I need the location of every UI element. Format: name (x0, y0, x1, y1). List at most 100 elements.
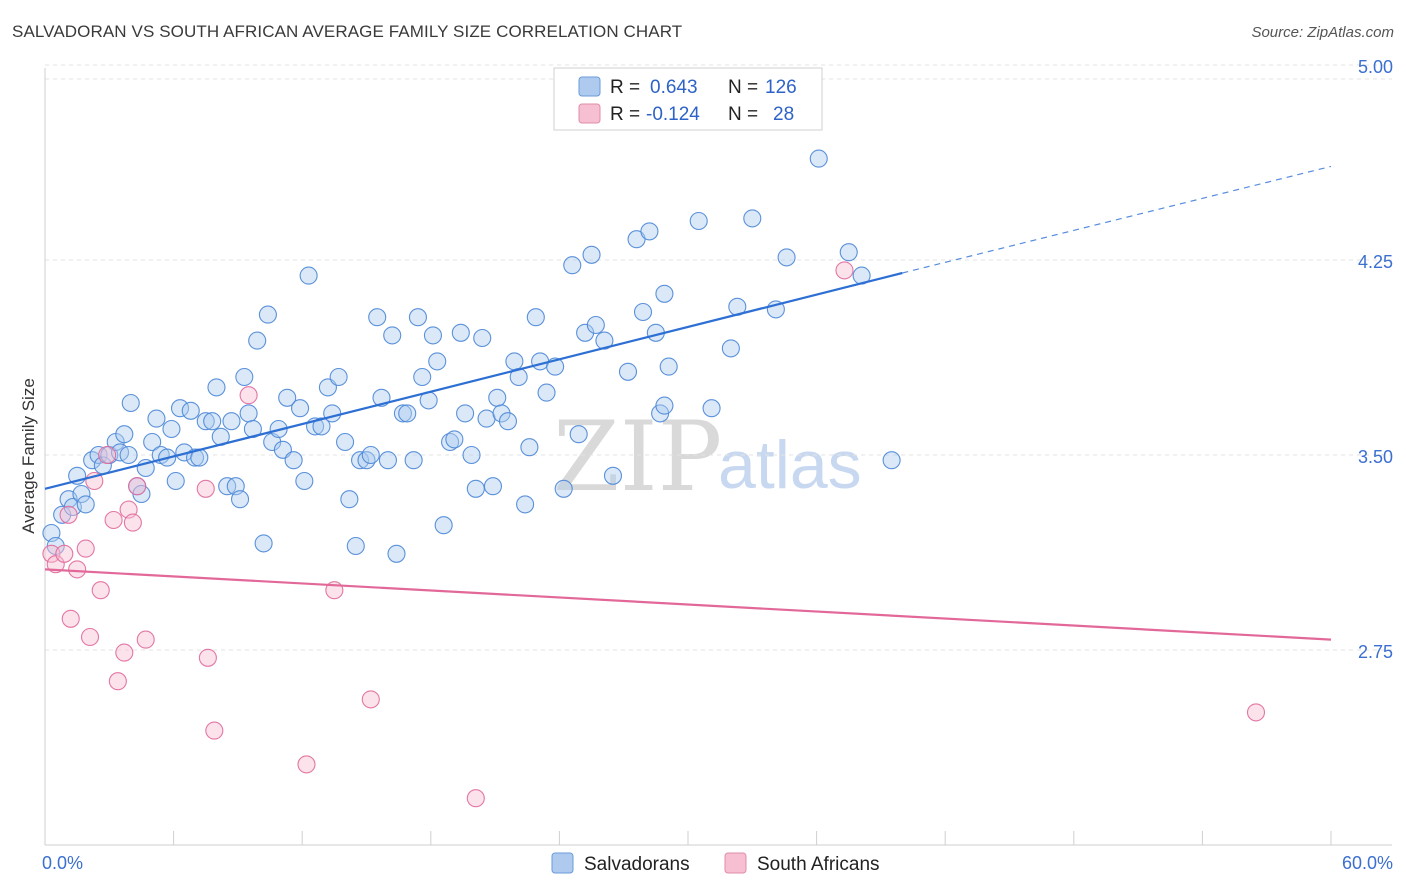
salvadoran-point (72, 484, 91, 504)
legend-stats: R = 0.643 N = 126 R = -0.124 N = 28 (553, 67, 823, 131)
south-african-point (80, 627, 100, 647)
legend-item-south-africans-swatch (724, 852, 747, 874)
salvadoran-point (488, 388, 507, 407)
salvadoran-point (166, 471, 185, 491)
south-african-point (1246, 703, 1266, 722)
salvadoran-point (777, 248, 796, 267)
salvadoran-point (239, 404, 258, 423)
salvadoran-point (516, 495, 535, 514)
series-salvadorans (42, 149, 901, 563)
chart-title: SALVADORAN VS SOUTH AFRICAN AVERAGE FAMI… (12, 22, 683, 41)
south-african-point (466, 789, 485, 808)
x-tick-label-min: 0.0% (42, 853, 83, 873)
salvadoran-point (882, 451, 901, 470)
salvadoran-point (398, 404, 417, 423)
legend-swatch-blue (578, 76, 601, 97)
salvadoran-point (351, 451, 370, 470)
salvadoran-point (505, 352, 524, 371)
salvadoran-point (162, 419, 181, 439)
salvadoran-point (147, 409, 166, 428)
salvadoran-point (563, 256, 582, 275)
series-south-africans (42, 261, 1266, 808)
salvadoran-point (640, 222, 659, 241)
legend-n-value-blue: 126 (765, 77, 797, 98)
salvadoran-point (295, 471, 314, 491)
watermark-atlas: atlas (718, 427, 862, 503)
salvadoran-point (248, 331, 267, 350)
salvadoran-point (702, 399, 721, 418)
salvadoran-point (346, 536, 365, 556)
south-african-point (98, 445, 117, 465)
salvadoran-point (839, 243, 858, 262)
south-african-point (205, 721, 224, 740)
salvadoran-point (689, 211, 708, 231)
legend-swatch-pink (578, 103, 601, 124)
watermark-zip: ZIP (553, 401, 722, 513)
salvadoran-point (393, 404, 412, 423)
legend-n-label-blue: N = (728, 77, 758, 98)
salvadoran-point (582, 245, 601, 264)
y-tick-label: 3.50 (1358, 447, 1393, 467)
salvadoran-point (284, 451, 303, 470)
legend-n-label-pink: N = (728, 104, 758, 125)
south-african-point (136, 630, 155, 649)
salvadoran-point (526, 308, 545, 327)
salvadoran-point (554, 479, 573, 498)
salvadoran-point (340, 490, 359, 509)
salvadoran-point (569, 425, 588, 444)
salvadoran-point (603, 466, 623, 485)
salvadoran-point (121, 393, 140, 413)
salvadoran-point (119, 445, 138, 465)
legend-item-salvadorans: Salvadorans (584, 854, 690, 875)
y-tick-label: 2.75 (1358, 642, 1393, 662)
x-axis-ticks (44, 831, 1332, 845)
salvadoran-point (451, 323, 470, 342)
salvadoran-point (655, 284, 674, 303)
legend-series: Salvadorans South Africans (551, 852, 880, 875)
salvadoran-point (655, 396, 674, 415)
salvadoran-point (618, 362, 638, 381)
legend-r-value-blue: 0.643 (650, 77, 698, 98)
salvadoran-point (203, 412, 222, 431)
salvadoran-point (235, 367, 254, 387)
salvadoran-point (143, 432, 162, 452)
south-african-point (297, 755, 316, 774)
salvadoran-point (520, 438, 539, 457)
salvadoran-point (312, 417, 331, 436)
legend-n-value-pink: 28 (773, 104, 794, 125)
salvadoran-point (378, 451, 397, 470)
trend-lines (44, 165, 1332, 641)
salvadoran-point (633, 302, 653, 322)
south-african-point (123, 513, 142, 532)
south-african-point (196, 479, 215, 498)
y-tick-labels: 2.75 3.50 4.25 5.00 (1358, 57, 1393, 662)
salvadoran-point (181, 401, 200, 420)
salvadoran-point (329, 367, 348, 387)
legend-item-south-africans: South Africans (757, 854, 880, 875)
salvadoran-point (222, 412, 241, 431)
salvadoran-point (456, 404, 475, 423)
salvadoran-point (404, 451, 423, 470)
salvadoran-point (336, 432, 355, 452)
salvadoran-point (230, 490, 250, 509)
salvadoran-point (466, 479, 485, 498)
x-tick-label-max: 60.0% (1342, 853, 1393, 873)
salvadoran-point (387, 544, 406, 563)
salvadoran-point (413, 367, 432, 387)
salvadoran-point (483, 477, 503, 496)
south-african-point (68, 560, 87, 579)
salvadoran-point (428, 352, 447, 371)
salvadoran-point (258, 305, 277, 324)
salvadoran-point (76, 495, 95, 514)
salvadoran-point (170, 399, 190, 418)
salvadoran-point (408, 308, 427, 327)
salvadoran-point (659, 357, 678, 376)
salvadoran-point (368, 308, 387, 327)
salvadoran-point (477, 409, 496, 428)
salvadoran-point (383, 326, 402, 345)
salvadoran-point (445, 430, 464, 449)
salvadoran-point (531, 352, 550, 371)
salvadoran-point (361, 445, 380, 465)
trend-line-salvadorans (44, 271, 903, 490)
south-african-point (42, 544, 61, 563)
